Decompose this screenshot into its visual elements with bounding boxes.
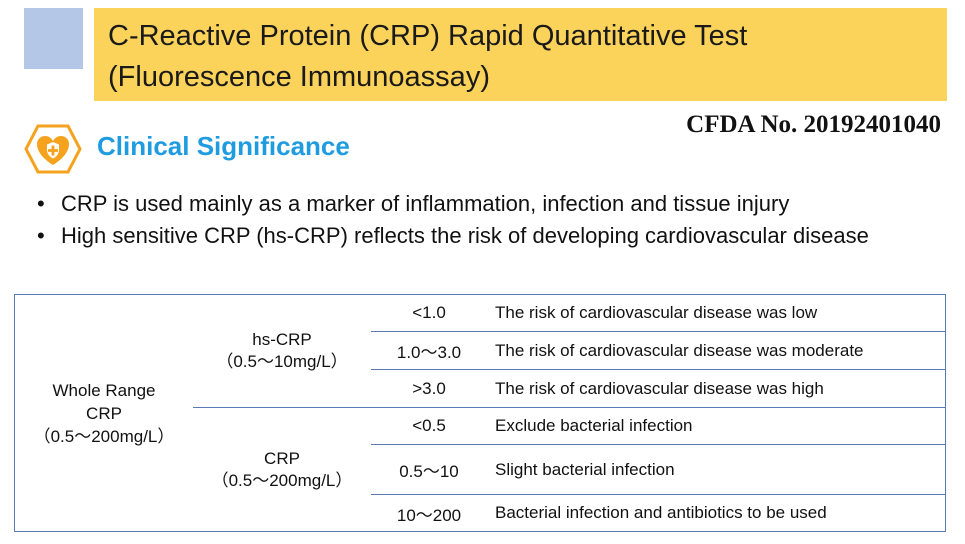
crp-range-table: Whole Range CRP （0.5～200mg/L） hs-CRP （0.… [14, 294, 946, 532]
title-line-2: (Fluorescence Immunoassay) [108, 61, 490, 93]
title-banner: C-Reactive Protein (CRP) Rapid Quantitat… [94, 8, 947, 101]
bullet-text: CRP is used mainly as a marker of inflam… [61, 191, 790, 216]
cfda-number: CFDA No. 20192401040 [686, 111, 941, 138]
group-name: CRP [264, 448, 300, 468]
range-meaning: Exclude bacterial infection [487, 407, 946, 445]
range-meaning: Slight bacterial infection [487, 444, 946, 495]
whole-range-span: （0.5～200mg/L） [33, 426, 175, 446]
bullet-item: • CRP is used mainly as a marker of infla… [37, 191, 790, 216]
whole-range-label: Whole Range [52, 380, 156, 400]
range-value: <0.5 [371, 407, 487, 445]
range-value: <1.0 [371, 294, 487, 332]
section-heading: Clinical Significance [97, 131, 350, 161]
whole-range-name: CRP [86, 403, 122, 423]
group-range: （0.5～10mg/L） [216, 352, 348, 371]
bullet-item: • High sensitive CRP (hs-CRP) reflects th… [37, 223, 869, 248]
range-value: 1.0～3.0 [371, 331, 487, 370]
group-cell: CRP （0.5～200mg/L） [193, 408, 371, 532]
bullet-list: • CRP is used mainly as a marker of infla… [34, 188, 954, 252]
range-meaning: The risk of cardiovascular disease was m… [487, 331, 946, 370]
bullet-text: High sensitive CRP (hs-CRP) reflects the… [61, 223, 869, 248]
group-range: （0.5～200mg/L） [211, 470, 353, 490]
range-value: 0.5～10 [371, 444, 487, 495]
decorative-square [24, 8, 83, 69]
range-meaning: The risk of cardiovascular disease was h… [487, 369, 946, 408]
range-value: 10～200 [396, 505, 462, 525]
range-value: >3.0 [371, 369, 487, 408]
group-cell: hs-CRP （0.5～10mg/L） [193, 294, 371, 408]
range-meaning: Bacterial infection and antibiotics to b… [495, 503, 827, 522]
heart-shield-plus-icon [24, 124, 82, 174]
title-line-1: C-Reactive Protein (CRP) Rapid Quantitat… [108, 20, 748, 52]
whole-range-cell: Whole Range CRP （0.5～200mg/L） [15, 295, 194, 532]
range-meaning: The risk of cardiovascular disease was l… [487, 294, 946, 332]
group-name: hs-CRP [252, 330, 312, 349]
